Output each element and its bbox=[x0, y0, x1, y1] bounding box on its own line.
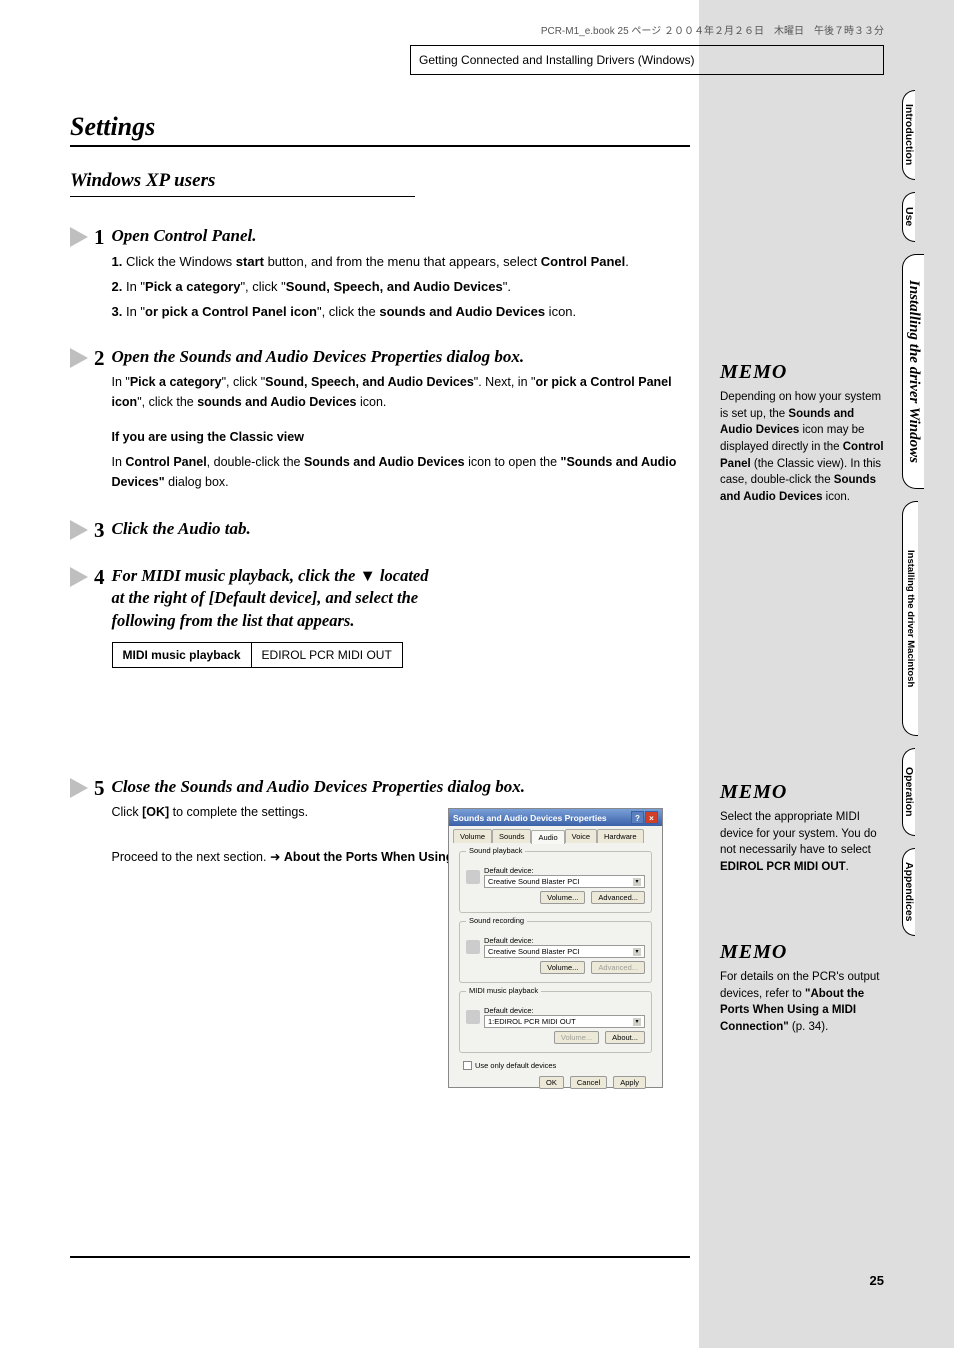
step2-classic-text: In Control Panel, double-click the Sound… bbox=[112, 453, 691, 492]
memo-icon: MEMO bbox=[720, 938, 787, 967]
step-arrow-icon bbox=[70, 227, 88, 247]
volume-button[interactable]: Volume... bbox=[540, 891, 585, 904]
dialog-titlebar: Sounds and Audio Devices Properties ? × bbox=[449, 809, 662, 826]
advanced-button[interactable]: Advanced... bbox=[591, 891, 645, 904]
table-value: EDIROL PCR MIDI OUT bbox=[251, 642, 402, 667]
tab-introduction[interactable]: Introduction bbox=[902, 90, 915, 180]
tab-operation[interactable]: Operation bbox=[902, 748, 915, 836]
tab-appendices[interactable]: Appendices bbox=[902, 848, 915, 936]
tab-label: Use bbox=[903, 207, 915, 226]
tab-sounds[interactable]: Sounds bbox=[492, 829, 531, 843]
about-button[interactable]: About... bbox=[605, 1031, 645, 1044]
chevron-down-icon: ▾ bbox=[633, 948, 641, 956]
step3-lead: Click the Audio tab. bbox=[112, 518, 691, 541]
group-label: Sound recording bbox=[466, 916, 527, 925]
table-header: MIDI music playback bbox=[112, 642, 251, 667]
memo-text: For details on the PCR's output devices,… bbox=[720, 969, 884, 1036]
subsection-title: Windows XP users bbox=[70, 170, 415, 197]
group-label: MIDI music playback bbox=[466, 986, 541, 995]
dropdown-midi[interactable]: 1:EDIROL PCR MIDI OUT▾ bbox=[484, 1015, 645, 1028]
group-midi-playback: MIDI music playback Default device: 1:ED… bbox=[459, 991, 652, 1053]
page-number: 25 bbox=[870, 1273, 884, 1288]
step-arrow-icon bbox=[70, 520, 88, 540]
tab-label: Appendices bbox=[903, 862, 915, 922]
step-number: 3 bbox=[94, 518, 105, 543]
memo-text: Depending on how your system is set up, … bbox=[720, 389, 884, 506]
advanced-button: Advanced... bbox=[591, 961, 645, 974]
dropdown-playback[interactable]: Creative Sound Blaster PCI▾ bbox=[484, 875, 645, 888]
memo-2: MEMO Select the appropriate MIDI device … bbox=[720, 778, 884, 876]
step2-text: In "Pick a category", click "Sound, Spee… bbox=[112, 373, 691, 412]
checkbox-icon bbox=[463, 1061, 472, 1070]
step-2: 2 Open the Sounds and Audio Devices Prop… bbox=[70, 346, 690, 498]
dropdown-recording[interactable]: Creative Sound Blaster PCI▾ bbox=[484, 945, 645, 958]
group-sound-playback: Sound playback Default device: Creative … bbox=[459, 851, 652, 913]
xp-properties-dialog: Sounds and Audio Devices Properties ? × … bbox=[448, 808, 663, 1088]
chevron-down-icon: ▾ bbox=[633, 1018, 641, 1026]
apply-button[interactable]: Apply bbox=[613, 1076, 646, 1089]
help-icon[interactable]: ? bbox=[631, 811, 644, 824]
chevron-down-icon: ▾ bbox=[633, 878, 641, 886]
step5-lead: Close the Sounds and Audio Devices Prope… bbox=[112, 776, 691, 799]
tab-label: Introduction bbox=[903, 104, 915, 165]
group-sound-recording: Sound recording Default device: Creative… bbox=[459, 921, 652, 983]
tab-voice[interactable]: Voice bbox=[565, 829, 597, 843]
step-number: 4 bbox=[94, 565, 105, 590]
main-content: 1 Open Control Panel. 1. Click the Windo… bbox=[70, 225, 690, 894]
tab-audio[interactable]: Audio bbox=[531, 830, 564, 844]
tab-volume[interactable]: Volume bbox=[453, 829, 492, 843]
section-title: Settings bbox=[70, 112, 155, 142]
step-3: 3 Click the Audio tab. bbox=[70, 518, 690, 545]
group-label: Sound playback bbox=[466, 846, 525, 855]
step-arrow-icon bbox=[70, 567, 88, 587]
tab-label: Installing the driver Windows bbox=[905, 280, 922, 463]
field-label: Default device: bbox=[484, 1006, 645, 1015]
tab-use[interactable]: Use bbox=[902, 192, 915, 242]
tab-label: Installing the driver Macintosh bbox=[905, 550, 916, 687]
field-label: Default device: bbox=[484, 866, 645, 875]
speaker-icon bbox=[466, 870, 480, 884]
dialog-tabs: Volume Sounds Audio Voice Hardware bbox=[449, 826, 662, 843]
header-chapter-box: Getting Connected and Installing Drivers… bbox=[410, 45, 884, 75]
side-tab-strip: Introduction Use Installing the driver W… bbox=[902, 90, 954, 948]
volume-button: Volume... bbox=[554, 1031, 599, 1044]
default-devices-checkbox[interactable]: Use only default devices bbox=[463, 1061, 652, 1070]
checkbox-label: Use only default devices bbox=[475, 1061, 556, 1070]
tab-install-mac[interactable]: Installing the driver Macintosh bbox=[902, 501, 918, 736]
volume-button[interactable]: Volume... bbox=[540, 961, 585, 974]
step-1: 1 Open Control Panel. 1. Click the Windo… bbox=[70, 225, 690, 326]
step-number: 5 bbox=[94, 776, 105, 801]
mic-icon bbox=[466, 940, 480, 954]
step-number: 1 bbox=[94, 225, 105, 250]
midi-icon bbox=[466, 1010, 480, 1024]
step1-sub2: 2. In "Pick a category", click "Sound, S… bbox=[112, 277, 691, 298]
step-number: 2 bbox=[94, 346, 105, 371]
field-label: Default device: bbox=[484, 936, 645, 945]
close-icon[interactable]: × bbox=[645, 811, 658, 824]
step1-sub1: 1. Click the Windows start button, and f… bbox=[112, 252, 691, 273]
memo-icon: MEMO bbox=[720, 778, 787, 807]
divider-top bbox=[70, 145, 690, 147]
memo-1: MEMO Depending on how your system is set… bbox=[720, 358, 884, 506]
cancel-button[interactable]: Cancel bbox=[570, 1076, 607, 1089]
step1-lead: Open Control Panel. bbox=[112, 225, 691, 248]
step2-lead: Open the Sounds and Audio Devices Proper… bbox=[112, 346, 691, 369]
step4-table: MIDI music playback EDIROL PCR MIDI OUT bbox=[112, 642, 403, 668]
tab-hardware[interactable]: Hardware bbox=[597, 829, 644, 843]
memo-text: Select the appropriate MIDI device for y… bbox=[720, 809, 884, 876]
step1-sub3: 3. In "or pick a Control Panel icon", cl… bbox=[112, 302, 691, 323]
divider-bottom bbox=[70, 1256, 690, 1258]
memo-3: MEMO For details on the PCR's output dev… bbox=[720, 938, 884, 1036]
step-4: 4 For MIDI music playback, click the ▼ l… bbox=[70, 565, 440, 668]
tab-label: Operation bbox=[903, 767, 915, 817]
dialog-title: Sounds and Audio Devices Properties bbox=[453, 813, 607, 823]
step-arrow-icon bbox=[70, 348, 88, 368]
step4-lead: For MIDI music playback, click the ▼ loc… bbox=[112, 565, 441, 632]
step2-classic-heading: If you are using the Classic view bbox=[112, 428, 691, 447]
memo-icon: MEMO bbox=[720, 358, 787, 387]
step-arrow-icon bbox=[70, 778, 88, 798]
top-page-ref: PCR-M1_e.book 25 ページ ２００４年２月２６日 木曜日 午後７時… bbox=[541, 22, 884, 37]
tab-install-windows[interactable]: Installing the driver Windows bbox=[902, 254, 924, 489]
ok-button[interactable]: OK bbox=[539, 1076, 564, 1089]
